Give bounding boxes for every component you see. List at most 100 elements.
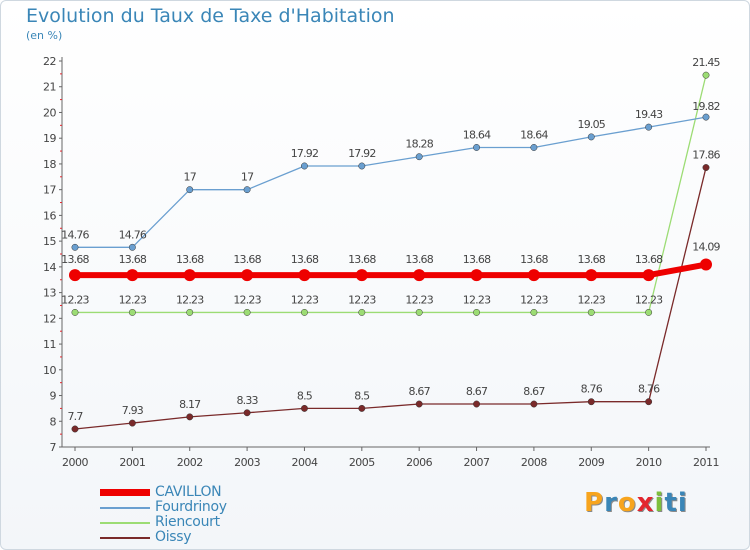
data-label-cavillon: 13.68 (520, 253, 548, 266)
series-line-riencourt (75, 75, 707, 314)
data-label-cavillon: 13.68 (405, 253, 433, 266)
data-point-oissy (645, 398, 653, 406)
data-point-oissy (473, 400, 480, 408)
data-point-cavillon (183, 269, 196, 282)
data-label-oissy: 7.93 (122, 404, 144, 417)
chart-subtitle: (en %) (26, 29, 63, 42)
data-label-riencourt: 12.23 (233, 293, 261, 306)
data-label-oissy: 8.76 (581, 383, 603, 396)
data-point-riencourt (71, 308, 79, 316)
data-label-fourdrinoy: 14.76 (61, 228, 89, 241)
data-point-cavillon (69, 269, 81, 282)
logo-letter: o (617, 488, 637, 518)
data-point-fourdrinoy (702, 113, 710, 121)
legend-label-oissy: Oissy (155, 529, 192, 545)
y-tick-label: 10 (43, 364, 56, 377)
data-label-cavillon: 13.68 (291, 253, 319, 266)
y-tick-label: 17 (43, 184, 56, 197)
data-label-cavillon: 13.68 (233, 253, 261, 266)
data-label-oissy: 8.17 (179, 398, 201, 411)
data-point-oissy (71, 425, 79, 433)
legend-item-oissy: Oissy (100, 529, 300, 545)
data-point-riencourt (128, 308, 136, 316)
logo-letter: x (636, 488, 655, 518)
data-point-oissy (186, 413, 194, 421)
data-point-fourdrinoy (358, 162, 366, 170)
data-point-fourdrinoy (301, 162, 308, 170)
data-label-cavillon: 13.68 (348, 253, 376, 266)
data-label-fourdrinoy: 19.05 (578, 118, 606, 131)
data-label-riencourt: 12.23 (520, 293, 548, 306)
y-tick-label: 13 (43, 287, 56, 300)
data-label-oissy: 8.5 (297, 389, 313, 402)
series-line-oissy (74, 167, 707, 430)
data-point-fourdrinoy (186, 186, 194, 194)
data-label-cavillon: 13.68 (119, 253, 147, 266)
logo-letter: i (654, 488, 665, 518)
data-point-cavillon (470, 269, 483, 282)
legend-item-fourdrinoy: Fourdrinoy (100, 499, 300, 515)
data-label-fourdrinoy: 17 (241, 171, 254, 184)
y-tick-label: 8 (50, 415, 57, 428)
logo-letter: i (677, 488, 688, 518)
data-point-oissy (702, 164, 710, 171)
x-tick-label: 2008 (521, 456, 547, 469)
data-label-cavillon: 13.68 (635, 253, 663, 266)
legend-item-riencourt: Riencourt (100, 514, 300, 530)
data-point-fourdrinoy (71, 243, 79, 251)
data-label-cavillon: 13.68 (176, 253, 204, 266)
data-label-oissy: 8.67 (523, 385, 545, 398)
y-tick-label: 22 (43, 55, 56, 68)
data-point-fourdrinoy (128, 243, 136, 251)
y-tick-label: 16 (43, 209, 56, 222)
data-label-riencourt: 12.23 (635, 293, 663, 306)
y-tick-label: 11 (43, 338, 56, 351)
chart-title: Evolution du Taux de Taxe d'Habitation (26, 5, 395, 27)
legend-swatch-cavillon (100, 489, 150, 496)
y-tick-label: 7 (50, 441, 57, 454)
y-tick-label: 12 (43, 312, 56, 325)
data-point-fourdrinoy (473, 144, 480, 151)
data-point-fourdrinoy (243, 186, 251, 194)
data-point-fourdrinoy (415, 153, 423, 161)
legend-swatch-riencourt (100, 522, 150, 524)
data-point-cavillon (527, 269, 540, 282)
data-label-oissy: 17.86 (692, 149, 720, 162)
x-tick-label: 2005 (349, 456, 375, 469)
data-label-fourdrinoy: 18.64 (520, 128, 548, 141)
data-point-cavillon (700, 258, 712, 271)
data-label-riencourt: 12.23 (578, 293, 606, 306)
proxiti-logo: Proxiti (584, 488, 688, 518)
data-point-riencourt (587, 308, 595, 316)
data-label-fourdrinoy: 14.76 (119, 228, 147, 241)
y-tick-label: 14 (43, 261, 56, 274)
y-tick-label: 21 (43, 81, 56, 94)
data-label-fourdrinoy: 18.28 (405, 138, 433, 151)
data-point-oissy (587, 398, 595, 406)
x-tick-label: 2010 (636, 456, 662, 469)
data-label-oissy: 8.33 (236, 394, 258, 407)
y-tick-label: 19 (43, 132, 56, 145)
series-line-fourdrinoy (75, 116, 707, 248)
data-label-fourdrinoy: 17.92 (348, 147, 376, 160)
data-label-oissy: 8.67 (466, 385, 488, 398)
x-tick-label: 2007 (464, 456, 490, 469)
data-point-riencourt (473, 308, 480, 316)
data-point-cavillon (241, 269, 254, 282)
data-point-oissy (415, 400, 423, 408)
data-label-riencourt: 12.23 (119, 293, 147, 306)
data-point-cavillon (298, 269, 311, 282)
y-tick-label: 15 (43, 235, 56, 248)
data-point-cavillon (355, 269, 368, 282)
data-point-riencourt (301, 308, 308, 316)
data-point-riencourt (358, 308, 366, 316)
data-point-oissy (243, 409, 251, 417)
legend-label-fourdrinoy: Fourdrinoy (155, 499, 227, 515)
x-tick-label: 2002 (177, 456, 203, 469)
data-label-fourdrinoy: 17 (184, 171, 197, 184)
series-line-cavillon (75, 261, 707, 279)
data-label-riencourt: 12.23 (348, 293, 376, 306)
data-point-oissy (358, 404, 366, 412)
data-point-fourdrinoy (530, 144, 538, 151)
x-tick-label: 2009 (578, 456, 604, 469)
